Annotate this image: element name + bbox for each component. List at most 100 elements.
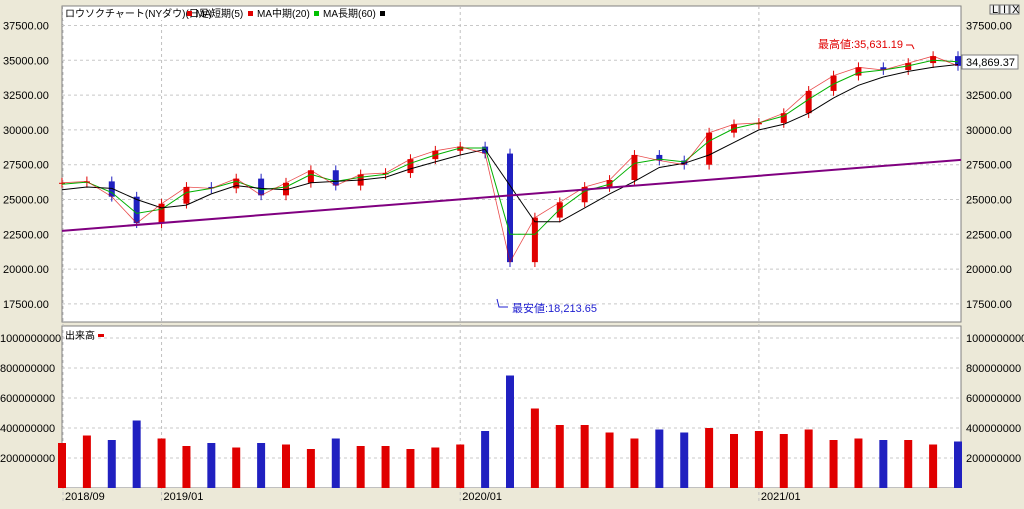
ma-long-label: MA長期(60) xyxy=(323,8,376,20)
x-tick-label: 2020/01 xyxy=(462,491,502,503)
candle-body xyxy=(457,146,464,151)
volume-tick-right: 1000000000 xyxy=(966,333,1024,345)
volume-bar xyxy=(730,434,738,488)
candle-body xyxy=(59,182,65,184)
volume-bar xyxy=(680,432,689,488)
candle-body xyxy=(830,75,837,91)
candle-body xyxy=(656,154,663,161)
volume-legend-swatch xyxy=(98,334,104,337)
candle-body xyxy=(283,182,289,196)
candle-body xyxy=(880,67,887,71)
candle-body xyxy=(133,196,140,224)
button-l[interactable] xyxy=(989,4,1000,15)
moving-average-lines xyxy=(61,55,959,264)
x-tick-label: 2019/01 xyxy=(164,491,204,503)
current-price: 34,869.37 xyxy=(966,57,1015,69)
price-tick-left: 22500.00 xyxy=(3,229,49,241)
close-button[interactable] xyxy=(1009,4,1020,15)
candle-body xyxy=(307,170,314,183)
button-l-label: L xyxy=(992,4,998,16)
volume-bar xyxy=(555,425,564,488)
volume-bar xyxy=(282,444,290,488)
volume-bar xyxy=(929,444,938,488)
x-axis-labels: 2018/09 2019/01 2020/01 2021/01 xyxy=(65,491,801,503)
x-tick-label: 2018/09 xyxy=(65,491,105,503)
volume-bar xyxy=(381,446,390,488)
volume-bar xyxy=(580,425,589,488)
price-tick-left: 37500.00 xyxy=(3,20,49,32)
volume-tick-right: 200000000 xyxy=(966,453,1021,465)
ma-long-line xyxy=(61,64,959,223)
volume-bar xyxy=(82,435,91,488)
ma-short-label: MA短期(5) xyxy=(196,7,243,20)
volume-bar xyxy=(182,446,191,488)
volume-tick-left: 600000000 xyxy=(0,393,55,405)
candle-body xyxy=(332,170,339,186)
ma-mid-swatch xyxy=(248,11,253,16)
current-price-box xyxy=(961,54,1019,70)
candle-body xyxy=(183,186,190,204)
candle-body xyxy=(755,122,762,125)
ma-mid-label: MA中期(20) xyxy=(257,7,310,20)
x-axis-bar xyxy=(0,488,1024,509)
price-tick-right: 32500.00 xyxy=(966,90,1012,102)
high-annotation: 最高値:35,631.19 xyxy=(818,37,903,51)
price-tick-right: 30000.00 xyxy=(966,125,1012,137)
volume-bar xyxy=(779,434,788,488)
candle-body xyxy=(855,67,862,76)
price-tick-right: 37500.00 xyxy=(966,20,1012,32)
volume-bar xyxy=(481,431,490,488)
candle-body xyxy=(556,202,563,218)
candle-body xyxy=(382,173,389,175)
price-tick-right: 20000.00 xyxy=(966,264,1012,276)
ma-short-line xyxy=(61,55,959,264)
candle-body xyxy=(805,90,812,114)
low-annotation-pointer xyxy=(496,298,508,308)
volume-tick-right: 400000000 xyxy=(966,423,1021,435)
close-icon: X xyxy=(1012,4,1020,16)
volume-bar xyxy=(58,443,66,488)
candle-body xyxy=(955,56,961,66)
volume-bar xyxy=(804,429,813,488)
volume-bar xyxy=(630,438,639,488)
volume-tick-right: 800000000 xyxy=(966,363,1021,375)
volume-bar xyxy=(754,431,763,488)
candle-body xyxy=(531,217,538,263)
candle-body xyxy=(158,203,165,224)
low-annotation: 最安値:18,213.65 xyxy=(512,301,597,315)
volume-bar xyxy=(904,440,913,488)
candle-body xyxy=(108,181,115,197)
price-tick-left: 20000.00 xyxy=(3,264,49,276)
volume-tick-left: 400000000 xyxy=(0,423,55,435)
volume-bar xyxy=(207,443,216,488)
volume-bar xyxy=(107,440,116,488)
window-buttons: L I X xyxy=(989,4,1020,16)
volume-title: 出来高 xyxy=(65,329,95,342)
legend-background xyxy=(63,7,423,20)
ma-long-swatch-lead xyxy=(314,11,319,16)
volume-bar xyxy=(879,440,888,488)
volume-bar xyxy=(506,375,514,488)
price-gridlines xyxy=(62,6,961,502)
candle-body xyxy=(780,113,787,123)
volume-bar xyxy=(132,420,141,488)
ma-short-swatch xyxy=(187,11,192,16)
volume-bar xyxy=(829,440,838,488)
high-annotation-pointer xyxy=(906,44,915,50)
price-tick-left: 27500.00 xyxy=(3,160,49,172)
volume-bar xyxy=(356,446,365,488)
volume-tick-left: 200000000 xyxy=(0,453,55,465)
button-i[interactable] xyxy=(999,4,1010,15)
volume-bars xyxy=(58,375,962,488)
price-tick-left: 35000.00 xyxy=(3,55,49,67)
candle-body xyxy=(258,178,265,196)
trendline[interactable] xyxy=(61,158,962,232)
volume-bar xyxy=(431,447,440,488)
price-tick-right: 22500.00 xyxy=(966,229,1012,241)
volume-bar xyxy=(406,449,415,488)
price-tick-right: 27500.00 xyxy=(966,160,1012,172)
candlesticks xyxy=(59,51,961,268)
price-tick-left: 30000.00 xyxy=(3,125,49,137)
price-tick-left: 32500.00 xyxy=(3,90,49,102)
